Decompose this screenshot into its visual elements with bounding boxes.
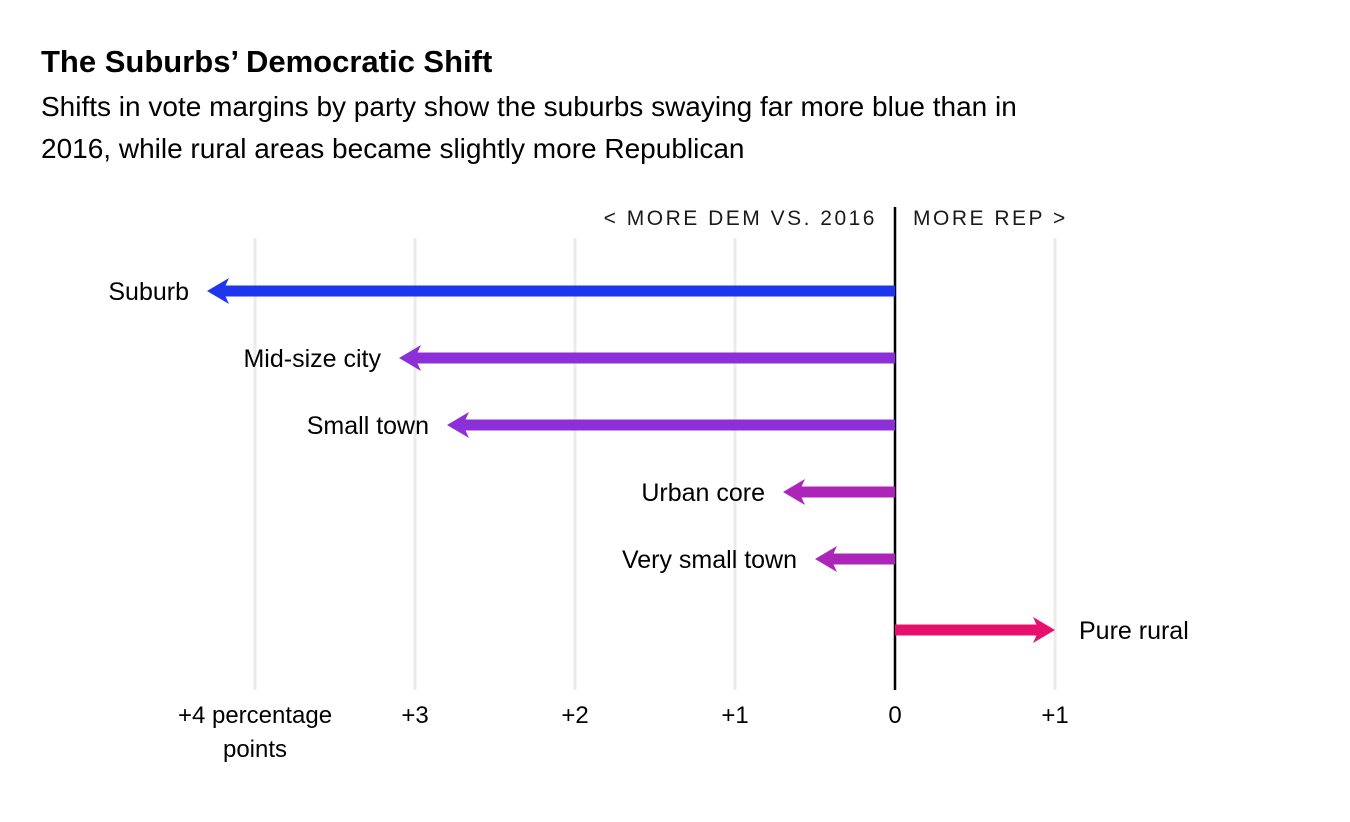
arrow-urban-core	[783, 479, 895, 505]
x-tick-label: +4 percentage	[178, 702, 332, 729]
arrow-mid-size-city	[399, 345, 895, 371]
arrow-head	[399, 345, 421, 371]
labels-layer: Suburb Mid-size city Small town Urban core V…	[108, 278, 1188, 645]
arrow-shaft	[828, 553, 895, 565]
arrow-shaft	[460, 419, 895, 431]
category-label-suburb: Suburb	[108, 278, 189, 306]
gridlines-layer	[253, 207, 1057, 690]
chart-title: The Suburbs’ Democratic Shift	[41, 44, 493, 79]
direction-label-more-dem: < MORE DEM VS. 2016	[604, 207, 877, 230]
arrow-shaft	[220, 285, 895, 297]
category-label-very-small-town: Very small town	[622, 546, 797, 574]
arrow-shaft	[895, 624, 1042, 636]
chart-header: The Suburbs’ Democratic Shift Shifts in …	[41, 44, 1311, 170]
arrow-small-town	[447, 412, 895, 438]
arrow-head	[207, 278, 229, 304]
category-label-pure-rural: Pure rural	[1079, 617, 1189, 645]
x-tick-label: +1	[721, 702, 748, 729]
arrow-suburb	[207, 278, 895, 304]
category-label-small-town: Small town	[307, 412, 429, 440]
arrow-head	[1033, 617, 1055, 643]
category-label-mid-size-city: Mid-size city	[243, 345, 381, 373]
axis-layer: +4 percentage points +3 +2 +1 0 +1 < MORE DEM V…	[178, 207, 1069, 763]
arrow-head	[783, 479, 805, 505]
arrows-layer	[207, 278, 1055, 643]
arrow-shaft	[796, 486, 895, 498]
arrow-head	[447, 412, 469, 438]
direction-label-more-rep: MORE REP >	[913, 207, 1068, 230]
x-tick-sublabel: points	[223, 736, 287, 763]
arrow-pure-rural	[895, 617, 1055, 643]
x-tick-label: +1	[1041, 702, 1068, 729]
x-tick-label: +2	[561, 702, 588, 729]
arrow-head	[815, 546, 837, 572]
chart-subtitle: Shifts in vote margins by party show the…	[41, 90, 1017, 164]
category-label-urban-core: Urban core	[641, 479, 765, 507]
arrow-shaft	[412, 352, 895, 364]
x-tick-label: +3	[401, 702, 428, 729]
x-tick-label: 0	[888, 702, 901, 729]
arrow-very-small-town	[815, 546, 895, 572]
